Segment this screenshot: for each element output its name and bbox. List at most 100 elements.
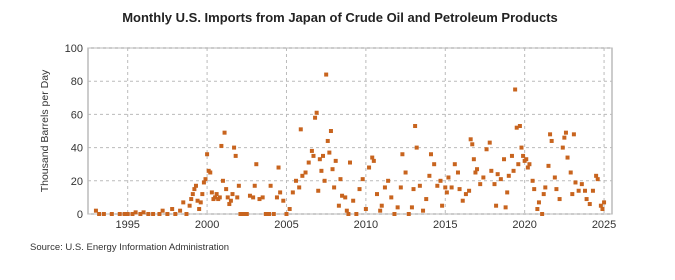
data-point	[532, 187, 537, 192]
data-point	[238, 212, 243, 216]
data-point	[244, 212, 249, 216]
data-point	[101, 212, 106, 216]
data-point	[549, 138, 554, 143]
data-point	[400, 152, 405, 157]
data-point	[189, 197, 194, 202]
data-point	[338, 177, 343, 182]
data-point	[516, 162, 521, 167]
data-point	[548, 132, 553, 137]
data-point	[200, 192, 205, 197]
data-point	[457, 187, 462, 192]
data-point	[421, 208, 426, 213]
data-point	[535, 207, 540, 212]
data-point	[109, 212, 114, 216]
data-point	[327, 150, 332, 155]
data-point	[235, 195, 240, 200]
y-tick-label: 100	[65, 43, 83, 55]
y-tick-label: 80	[71, 76, 83, 88]
chart-title: Monthly U.S. Imports from Japan of Crude…	[122, 10, 558, 25]
data-point	[181, 200, 186, 205]
data-point	[267, 212, 272, 216]
data-point	[197, 207, 202, 212]
data-point	[230, 192, 235, 197]
data-point	[336, 203, 341, 208]
x-tick-label: 2020	[512, 219, 536, 231]
data-point	[93, 208, 98, 213]
data-point	[406, 212, 411, 216]
data-point	[481, 175, 486, 180]
data-point	[424, 197, 429, 202]
data-point	[309, 148, 314, 153]
source-note: Source: U.S. Energy Information Administ…	[30, 242, 229, 253]
data-point	[260, 195, 265, 200]
data-point	[133, 210, 138, 215]
data-point	[478, 182, 483, 187]
data-point	[378, 208, 383, 213]
data-point	[432, 162, 437, 167]
data-point	[138, 212, 143, 216]
data-point	[343, 195, 348, 200]
data-point	[409, 205, 414, 210]
data-point	[584, 197, 589, 202]
data-point	[411, 187, 416, 192]
data-point	[600, 207, 605, 212]
data-point	[317, 157, 322, 162]
data-point	[475, 167, 480, 172]
data-point	[565, 155, 570, 160]
data-point	[157, 212, 162, 216]
data-point	[170, 207, 175, 212]
data-point	[602, 200, 607, 205]
data-point	[193, 183, 198, 188]
data-point	[192, 187, 197, 192]
data-point	[587, 202, 592, 207]
data-point	[386, 178, 391, 183]
data-point	[379, 203, 384, 208]
data-point	[502, 157, 507, 162]
data-point	[322, 178, 327, 183]
data-point	[438, 178, 443, 183]
data-point	[184, 212, 189, 216]
data-point	[227, 202, 232, 207]
data-point	[297, 185, 302, 190]
data-point	[214, 192, 219, 197]
data-point	[511, 168, 516, 173]
data-point	[471, 157, 476, 162]
data-point	[151, 212, 156, 216]
data-point	[160, 208, 165, 213]
data-point	[484, 147, 489, 152]
data-point	[224, 187, 229, 192]
data-point	[492, 182, 497, 187]
data-point	[325, 138, 330, 143]
data-point	[354, 212, 359, 216]
data-point	[219, 143, 224, 148]
data-point	[503, 205, 508, 210]
data-point	[278, 190, 283, 195]
data-point	[332, 185, 337, 190]
data-point	[570, 192, 575, 197]
data-point	[287, 207, 292, 212]
data-point	[527, 162, 532, 167]
data-point	[333, 158, 338, 163]
data-point	[321, 153, 326, 158]
data-point	[232, 145, 237, 150]
data-point	[198, 200, 203, 205]
data-point	[452, 162, 457, 167]
data-point	[330, 167, 335, 172]
data-point	[374, 192, 379, 197]
data-point	[403, 170, 408, 175]
data-point	[552, 175, 557, 180]
data-point	[495, 172, 500, 177]
data-point	[414, 145, 419, 150]
data-point	[201, 180, 206, 185]
data-point	[519, 145, 524, 150]
data-point	[463, 192, 468, 197]
data-point	[141, 210, 146, 215]
data-point	[241, 212, 246, 216]
data-point	[489, 168, 494, 173]
data-point	[517, 124, 522, 129]
data-point	[284, 212, 289, 216]
data-point	[252, 183, 257, 188]
data-point	[468, 137, 473, 142]
data-point	[346, 212, 351, 216]
data-point	[470, 142, 475, 147]
